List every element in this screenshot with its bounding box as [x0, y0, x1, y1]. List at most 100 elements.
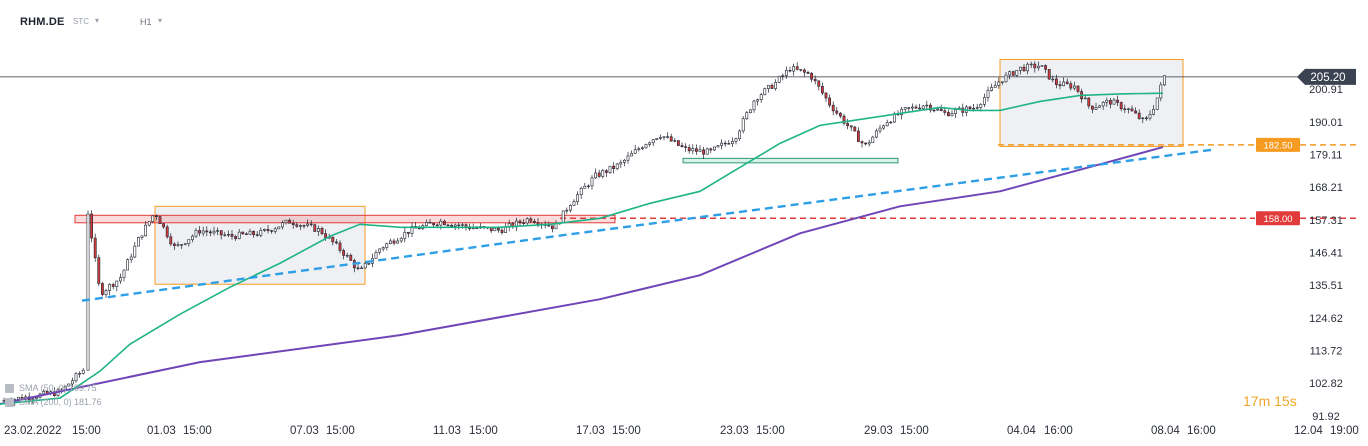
candle-body: [986, 90, 990, 98]
candle-body: [212, 230, 216, 234]
candle-body: [439, 220, 443, 226]
candle-body: [334, 241, 338, 244]
candle-body: [615, 163, 619, 169]
candle-body: [975, 107, 979, 109]
candle-body: [802, 69, 806, 73]
candle-body: [1076, 85, 1080, 92]
symbol-label[interactable]: RHM.DE: [20, 16, 65, 28]
candle-body: [331, 236, 335, 243]
candle-body: [576, 194, 580, 202]
candle-body: [806, 71, 810, 74]
candle-body: [885, 122, 889, 127]
candle-body: [1018, 66, 1022, 71]
y-tick-label: 135.51: [1309, 280, 1343, 292]
y-tick-label: 146.41: [1309, 248, 1343, 260]
candle-body: [1145, 117, 1148, 120]
candle-body: [946, 112, 950, 117]
candle-body: [579, 187, 583, 195]
candle-body: [846, 123, 850, 127]
candle-body: [979, 104, 983, 108]
chevron-down-icon[interactable]: ▾: [158, 16, 163, 25]
legend-item-sma50[interactable]: SMA (50, 0) 199.75: [5, 381, 102, 395]
candle-body: [781, 75, 785, 77]
candle-body: [878, 127, 882, 132]
x-tick-label: 15:00: [756, 425, 785, 437]
candle-body: [990, 87, 994, 91]
candle-body: [691, 148, 695, 152]
candle-body: [313, 224, 317, 232]
candle-body: [810, 73, 814, 80]
candle-body: [237, 231, 241, 239]
candle-body: [601, 170, 605, 177]
candle-body: [1033, 63, 1037, 69]
level-tag-label: 182.50: [1263, 140, 1292, 151]
candle-body: [1011, 71, 1015, 76]
candle-body: [658, 136, 662, 139]
candle-body: [367, 263, 371, 265]
candle-body: [730, 141, 734, 145]
candle-body: [1137, 112, 1141, 119]
candle-body: [838, 112, 842, 117]
candle-body: [191, 235, 194, 240]
candle-body: [925, 104, 929, 107]
candle-body: [280, 222, 284, 228]
candle-body: [1127, 108, 1130, 110]
candle-body: [144, 224, 148, 237]
candle-body: [525, 218, 529, 224]
x-tick-label: 04.04: [1007, 425, 1036, 437]
candle-body: [316, 228, 320, 232]
candle-body: [529, 218, 533, 222]
candle-body: [1094, 107, 1098, 110]
candle-body: [295, 224, 299, 227]
candle-body: [633, 149, 637, 154]
candle-body: [594, 172, 598, 179]
candle-body: [115, 280, 119, 287]
candle-body: [1163, 75, 1166, 86]
candle-body: [943, 110, 947, 113]
candle-body: [738, 130, 742, 140]
candle-body: [86, 213, 90, 371]
candle-body: [223, 234, 227, 236]
candle-body: [111, 284, 115, 287]
candle-body: [158, 216, 162, 224]
candle-body: [324, 233, 328, 239]
candle-body: [741, 118, 745, 132]
candle-body: [853, 126, 857, 132]
candle-body: [363, 263, 367, 269]
candle-body: [122, 269, 126, 278]
candle-body: [450, 224, 454, 227]
candle-body: [442, 220, 446, 226]
legend-item-sma200[interactable]: SMA (200, 0) 181.76: [5, 395, 102, 409]
instrument-type-label[interactable]: STC: [73, 17, 89, 26]
y-tick-label: 102.82: [1309, 378, 1343, 390]
candle-body: [907, 107, 911, 109]
chevron-down-icon[interactable]: ▾: [95, 16, 100, 25]
candle-body: [921, 105, 925, 109]
candle-body: [453, 224, 457, 227]
current-price-tag: [1297, 68, 1356, 85]
candle-body: [270, 230, 274, 232]
timeframe-selector[interactable]: H1: [140, 17, 152, 27]
candle-body: [864, 142, 868, 145]
candle-body: [1148, 113, 1152, 119]
candle-body: [460, 224, 464, 226]
candle-body: [698, 149, 702, 152]
x-tick-label: 07.03: [290, 425, 319, 437]
candle-body: [824, 92, 828, 99]
candle-body: [162, 223, 166, 228]
candle-body: [694, 148, 698, 152]
x-tick-label: 15:00: [326, 425, 355, 437]
y-tick-label: 190.01: [1309, 117, 1343, 129]
candle-body: [842, 115, 846, 124]
candle-body: [939, 108, 943, 112]
x-tick-label: 17.03: [576, 425, 605, 437]
candle-body: [183, 243, 187, 245]
candle-body: [626, 155, 630, 161]
candle-body: [889, 121, 893, 124]
candle-body: [932, 109, 936, 112]
candle-body: [882, 125, 886, 129]
legend-sma50-label: SMA (50, 0) 199.75: [19, 383, 97, 393]
candle-body: [619, 162, 623, 165]
candle-body: [500, 229, 504, 233]
